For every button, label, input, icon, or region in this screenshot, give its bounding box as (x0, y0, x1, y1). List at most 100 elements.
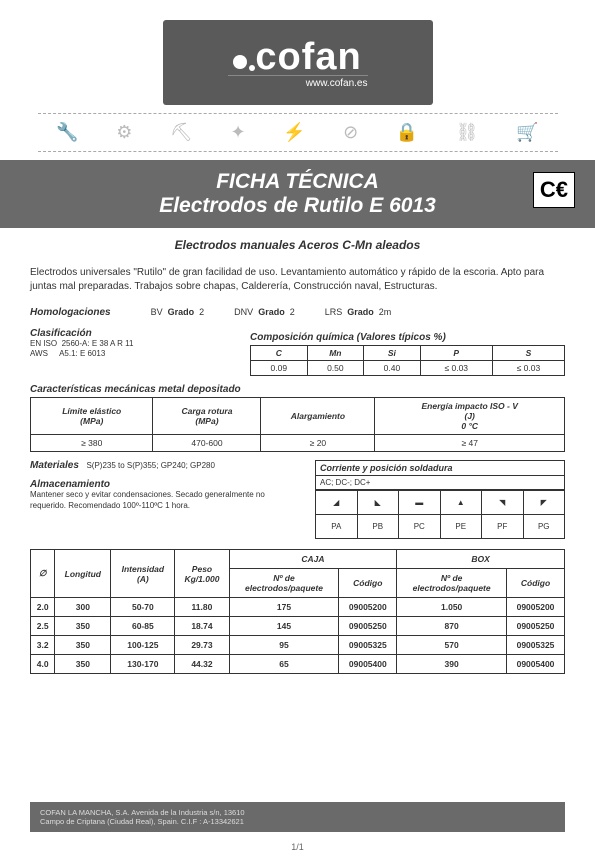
clasif-row2: AWS A5.1: E 6013 (30, 349, 230, 359)
main-cell: 145 (229, 617, 339, 636)
pos-label: PC (399, 515, 441, 539)
hammer-icon: ⛓ (456, 122, 479, 143)
main-cell: 4.0 (31, 655, 55, 674)
current-block: Corriente y posición soldadura AC; DC-; … (315, 460, 565, 539)
pos-label: PA (316, 515, 358, 539)
main-cell: 350 (55, 636, 111, 655)
main-cell: 100-125 (111, 636, 175, 655)
clasif-row1: EN ISO 2560-A: E 38 A R 11 (30, 339, 230, 349)
main-cell: 300 (55, 598, 111, 617)
main-cell: 09005325 (339, 636, 397, 655)
main-cell: 350 (55, 617, 111, 636)
mech-h: Carga rotura(MPa) (153, 398, 261, 435)
content-area: Electrodos universales "Rutilo" de gran … (0, 266, 595, 674)
homolog-label: Homologaciones (30, 307, 111, 318)
mh-peso: PesoKg/1.000 (175, 550, 229, 598)
comp-h: S (492, 346, 564, 361)
main-cell: 95 (229, 636, 339, 655)
comp-title: Composición química (Valores típicos %) (250, 332, 565, 343)
main-cell: 18.74 (175, 617, 229, 636)
mech-h: Límite elástico(MPa) (31, 398, 153, 435)
materials-line: Materiales S(P)235 to S(P)355; GP240; GP… (30, 460, 300, 471)
current-sub: AC; DC-; DC+ (315, 476, 565, 490)
homolog-row: Homologaciones BV Grado 2 DNV Grado 2 LR… (30, 307, 565, 318)
mat-storage-block: Materiales S(P)235 to S(P)355; GP240; GP… (30, 460, 300, 539)
logo-url: www.cofan.es (228, 75, 368, 89)
clasif-label: Clasificación (30, 328, 230, 339)
clasif-comp-row: Clasificación EN ISO 2560-A: E 38 A R 11… (30, 328, 565, 376)
main-cell: 2.5 (31, 617, 55, 636)
clasif-block: Clasificación EN ISO 2560-A: E 38 A R 11… (30, 328, 230, 376)
lock-icon: 🔒 (396, 122, 418, 143)
mh-diam: ∅ (31, 550, 55, 598)
storage-text: Mantener seco y evitar condensaciones. S… (30, 490, 300, 511)
ce-mark: C€ (533, 172, 575, 208)
title-line1: FICHA TÉCNICA (30, 170, 565, 194)
pos-icon: ◥ (482, 491, 524, 515)
main-cell: 09005250 (507, 617, 565, 636)
pos-icon: ▬ (399, 491, 441, 515)
pos-icon: ▲ (440, 491, 482, 515)
main-cell: 1.050 (397, 598, 507, 617)
mh-np: Nº deelectrodos/paquete (229, 569, 339, 598)
mech-table: Límite elástico(MPa) Carga rotura(MPa) A… (30, 397, 565, 452)
logo-dot-icon (233, 55, 247, 69)
main-table: ∅ Longitud Intensidad(A) PesoKg/1.000 CA… (30, 549, 565, 674)
main-cell: 44.32 (175, 655, 229, 674)
comp-v: 0.09 (251, 361, 308, 376)
pos-label: PB (357, 515, 399, 539)
logo-box: cofan www.cofan.es (163, 20, 433, 105)
drill-icon: ⚙ (116, 122, 132, 143)
pos-label: PG (523, 515, 565, 539)
pos-label: PF (482, 515, 524, 539)
comp-h: C (251, 346, 308, 361)
main-cell: 350 (55, 655, 111, 674)
main-cell: 175 (229, 598, 339, 617)
comp-v: ≤ 0.03 (492, 361, 564, 376)
main-cell: 09005200 (507, 598, 565, 617)
footer-l1: COFAN LA MANCHA, S.A. Avenida de la Indu… (40, 808, 555, 817)
subtitle: Electrodos manuales Aceros C-Mn aleados (0, 238, 595, 252)
pos-icon: ◤ (523, 491, 565, 515)
gear-icon: ✦ (230, 122, 245, 143)
pos-icon: ◢ (316, 491, 358, 515)
current-title: Corriente y posición soldadura (315, 460, 565, 476)
pos-icon: ◣ (357, 491, 399, 515)
materials-label: Materiales (30, 460, 79, 471)
mech-v: ≥ 380 (31, 435, 153, 452)
mech-h: Alargamiento (261, 398, 375, 435)
comp-h: P (420, 346, 492, 361)
tool-icon: ⛏ (170, 122, 193, 143)
mh-np: Nº deelectrodos/paquete (397, 569, 507, 598)
logo-text: cofan (233, 36, 361, 79)
bolt-icon: ⚡ (283, 122, 305, 143)
mh-cod: Código (507, 569, 565, 598)
main-cell: 09005200 (339, 598, 397, 617)
main-cell: 09005400 (507, 655, 565, 674)
wrench-icon: 🔧 (56, 122, 78, 143)
storage-label: Almacenamiento (30, 479, 300, 490)
main-cell: 2.0 (31, 598, 55, 617)
mech-title: Características mecánicas metal deposita… (30, 384, 565, 395)
main-cell: 130-170 (111, 655, 175, 674)
materials-current-row: Materiales S(P)235 to S(P)355; GP240; GP… (30, 460, 565, 539)
homolog-item: LRS Grado 2m (325, 307, 392, 318)
comp-h: Si (364, 346, 421, 361)
main-cell: 570 (397, 636, 507, 655)
main-cell: 390 (397, 655, 507, 674)
title-bar: FICHA TÉCNICA Electrodos de Rutilo E 601… (0, 160, 595, 228)
main-cell: 09005325 (507, 636, 565, 655)
homolog-item: BV Grado 2 (151, 307, 205, 318)
description: Electrodos universales "Rutilo" de gran … (30, 266, 565, 293)
pos-table: ◢ ◣ ▬ ▲ ◥ ◤ PA PB PC PE PF PG (315, 490, 565, 539)
pos-label: PE (440, 515, 482, 539)
main-cell: 60-85 (111, 617, 175, 636)
homolog-item: DNV Grado 2 (234, 307, 295, 318)
main-cell: 870 (397, 617, 507, 636)
link-icon: ⊘ (343, 122, 358, 143)
mh-box: BOX (397, 550, 565, 569)
main-cell: 11.80 (175, 598, 229, 617)
mech-v: ≥ 20 (261, 435, 375, 452)
materials-text: S(P)235 to S(P)355; GP240; GP280 (86, 461, 215, 470)
main-cell: 3.2 (31, 636, 55, 655)
